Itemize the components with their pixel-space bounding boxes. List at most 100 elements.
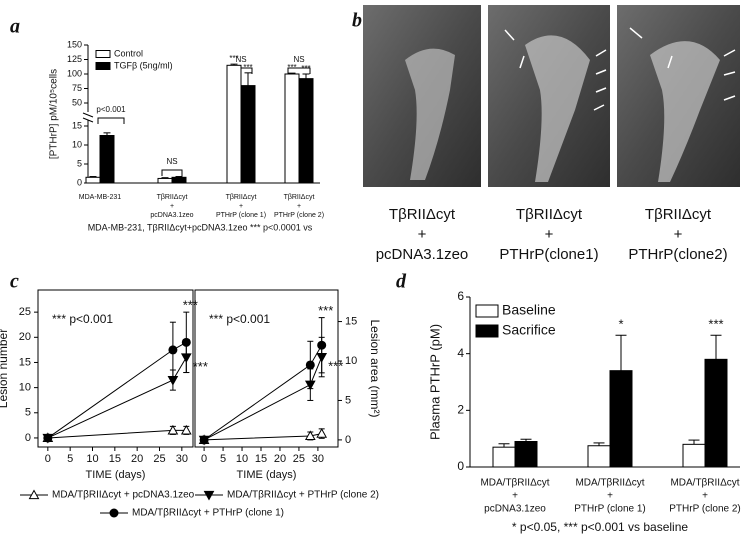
legend-label: Sacrifice — [502, 322, 556, 338]
x-tick-label: 15 — [109, 453, 121, 465]
legend-swatch — [95, 50, 111, 58]
xray-images — [363, 5, 740, 187]
panel-label: a — [10, 16, 20, 38]
significance-label: * — [618, 317, 623, 332]
legend-label: MDA/TβRIIΔcyt + PTHrP (clone 1) — [132, 508, 284, 519]
marker — [28, 489, 40, 500]
x-tick-label: MDA-MB-231 — [79, 194, 122, 201]
line — [203, 344, 323, 441]
x-tick-label: + — [239, 203, 243, 210]
y-tick-label: 0 — [25, 432, 31, 444]
x-tick-label: TβRIIΔcyt — [157, 194, 188, 201]
significance-label: *** — [708, 317, 723, 332]
image-caption: pcDNA3.1zeo — [376, 246, 469, 263]
x-tick-label: 25 — [293, 453, 305, 465]
bar — [85, 176, 101, 184]
panel-a-brackets — [97, 67, 311, 176]
x-tick-label: 20 — [274, 453, 286, 465]
y-tick-label: 50 — [72, 97, 82, 107]
marker — [305, 360, 315, 370]
x-tick-label: 5 — [67, 453, 73, 465]
marker — [180, 424, 192, 435]
footnote: MDA-MB-231, TβRIIΔcyt+pcDNA3.1zeo *** p<… — [88, 222, 313, 232]
x-tick-label: pcDNA3.1zeo — [484, 504, 546, 515]
footnote: * p<0.05, *** p<0.001 vs baseline — [512, 520, 688, 534]
x-tick-label: MDA/TβRIIΔcyt — [575, 478, 644, 489]
image-caption: PTHrP(clone1) — [499, 246, 598, 263]
marker — [167, 375, 179, 386]
arrows — [504, 27, 736, 111]
x-tick-label: 15 — [255, 453, 267, 465]
bar — [240, 85, 256, 184]
marker — [304, 430, 316, 441]
axis-break — [82, 112, 94, 120]
legend-label: Control — [114, 48, 143, 58]
x-tick-label: 30 — [312, 453, 324, 465]
marker — [42, 433, 54, 444]
y-tick-label: 4 — [457, 346, 464, 360]
significance-label: *** — [318, 303, 333, 318]
bar — [99, 135, 115, 184]
marker — [168, 345, 178, 355]
x-tick-label: pcDNA3.1zeo — [150, 212, 193, 219]
line — [204, 433, 322, 441]
x-tick-label: MDA/TβRIIΔcyt — [480, 478, 549, 489]
x-tick-label: + — [170, 203, 174, 210]
image-caption: + — [545, 226, 554, 243]
image-caption: TβRIIΔcyt — [516, 206, 583, 223]
axis-break-mark — [82, 112, 94, 118]
image-caption: + — [418, 226, 427, 243]
legend-label: TGFβ (5ng/ml) — [114, 60, 173, 70]
y-axis-label: [PTHrP] pM/10⁵cells — [49, 69, 60, 159]
y-axis-label: Lesion number — [0, 329, 10, 408]
panel-label: c — [10, 271, 19, 293]
plot-frame — [37, 289, 194, 448]
bar — [609, 370, 633, 468]
y-tick-label: 0 — [345, 434, 351, 446]
image-caption: PTHrP(clone2) — [628, 246, 727, 263]
x-tick-label: PTHrP (clone 2) — [669, 504, 741, 515]
y-tick-label: 100 — [67, 68, 82, 78]
x-tick-label: 0 — [201, 453, 207, 465]
panel-label: b — [352, 10, 362, 32]
legend-label: MDA/TβRIIΔcyt + pcDNA3.1zeo — [52, 490, 195, 501]
y-tick-label: 15 — [19, 356, 31, 368]
line — [47, 357, 187, 439]
legend-swatch — [475, 304, 499, 318]
bar — [284, 73, 300, 184]
bar — [514, 441, 538, 468]
y-tick-label: 150 — [67, 39, 82, 49]
y-tick-label: 125 — [67, 54, 82, 64]
image-caption: + — [674, 226, 683, 243]
image-caption: TβRIIΔcyt — [645, 206, 712, 223]
significance-label: *** — [301, 64, 310, 73]
legend-swatch — [95, 62, 111, 70]
bar — [682, 443, 706, 468]
marker — [316, 428, 328, 438]
bar — [298, 78, 314, 184]
x-tick-label: PTHrP (clone 1) — [574, 504, 646, 515]
significance-label: *** — [183, 298, 198, 313]
y-tick-label: 10 — [345, 355, 357, 367]
y-tick-label: 15 — [345, 315, 357, 327]
y-tick-label: 25 — [19, 306, 31, 318]
y-tick-label: 5 — [77, 158, 82, 168]
bar — [171, 176, 187, 184]
y-tick-label: 75 — [72, 83, 82, 93]
line — [47, 429, 187, 439]
significance-label: *** — [229, 54, 238, 63]
plot-frame — [194, 289, 339, 448]
annotation: *** p<0.001 — [209, 312, 270, 326]
x-tick-label: 0 — [45, 453, 51, 465]
x-tick-label: 20 — [131, 453, 143, 465]
annotation: *** p<0.001 — [52, 312, 113, 326]
x-axis-label: TIME (days) — [86, 469, 146, 481]
x-axis-label: TIME (days) — [237, 469, 297, 481]
bar — [157, 177, 173, 184]
x-tick-label: 30 — [176, 453, 188, 465]
x-tick-label: + — [702, 491, 708, 502]
bone-shape — [525, 35, 590, 182]
y-tick-label: 20 — [19, 331, 31, 343]
annotation: NS — [293, 55, 304, 64]
